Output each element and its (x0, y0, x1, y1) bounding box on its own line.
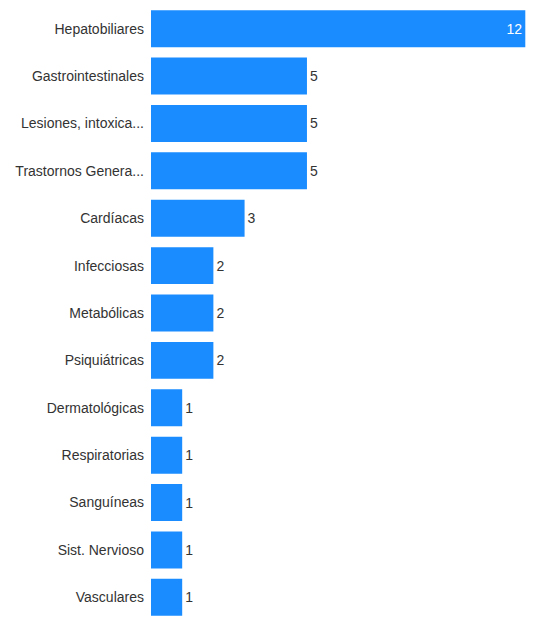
svg-text:5: 5 (310, 163, 318, 179)
svg-text:Psiquiátricas: Psiquiátricas (65, 352, 144, 368)
svg-text:5: 5 (310, 115, 318, 131)
svg-text:Vasculares: Vasculares (76, 589, 144, 605)
svg-text:Sanguíneas: Sanguíneas (69, 494, 144, 510)
svg-text:Hepatobiliares: Hepatobiliares (55, 21, 145, 37)
svg-text:1: 1 (185, 400, 193, 416)
svg-text:3: 3 (248, 210, 256, 226)
svg-text:1: 1 (185, 495, 193, 511)
svg-text:2: 2 (216, 305, 224, 321)
svg-text:1: 1 (185, 447, 193, 463)
svg-text:Dermatológicas: Dermatológicas (47, 400, 144, 416)
svg-text:Infecciosas: Infecciosas (74, 258, 144, 274)
svg-text:Trastornos Genera...: Trastornos Genera... (15, 163, 144, 179)
svg-text:5: 5 (310, 68, 318, 84)
svg-text:Respiratorias: Respiratorias (62, 447, 144, 463)
svg-text:Gastrointestinales: Gastrointestinales (32, 68, 144, 84)
svg-text:Lesiones, intoxica...: Lesiones, intoxica... (21, 115, 144, 131)
svg-text:2: 2 (216, 258, 224, 274)
svg-text:Metabólicas: Metabólicas (69, 305, 144, 321)
svg-text:Sist. Nervioso: Sist. Nervioso (58, 542, 145, 558)
svg-text:12: 12 (507, 21, 523, 37)
svg-text:Cardíacas: Cardíacas (80, 210, 144, 226)
svg-text:1: 1 (185, 589, 193, 605)
svg-text:2: 2 (216, 352, 224, 368)
svg-text:1: 1 (185, 542, 193, 558)
